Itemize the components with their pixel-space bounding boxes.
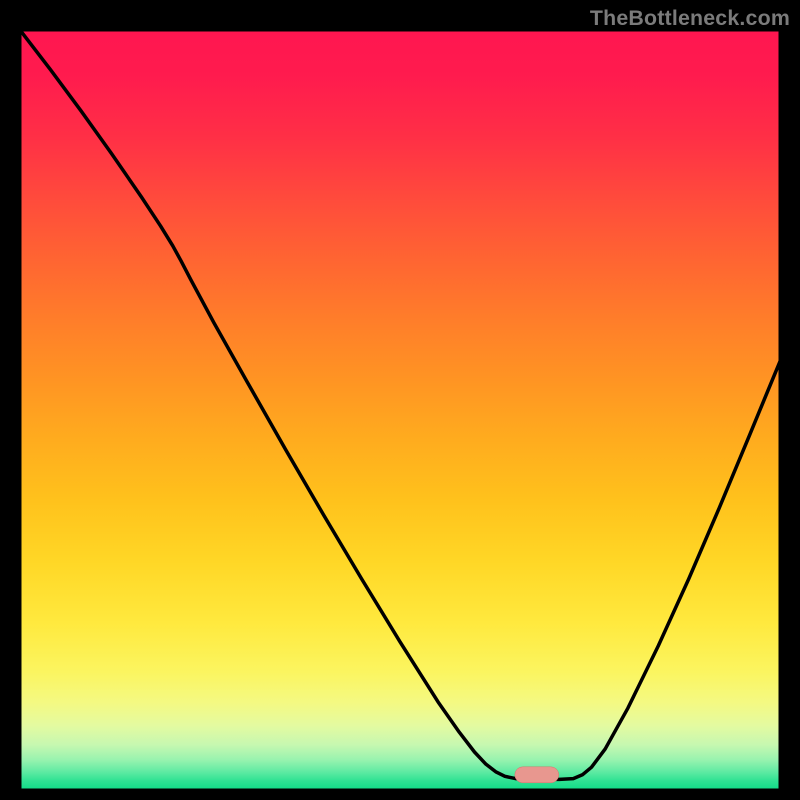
bottleneck-plot xyxy=(0,0,800,800)
chart-canvas: TheBottleneck.com xyxy=(0,0,800,800)
gradient-background xyxy=(20,30,780,790)
watermark-text: TheBottleneck.com xyxy=(590,6,790,31)
optimal-marker xyxy=(515,767,559,783)
